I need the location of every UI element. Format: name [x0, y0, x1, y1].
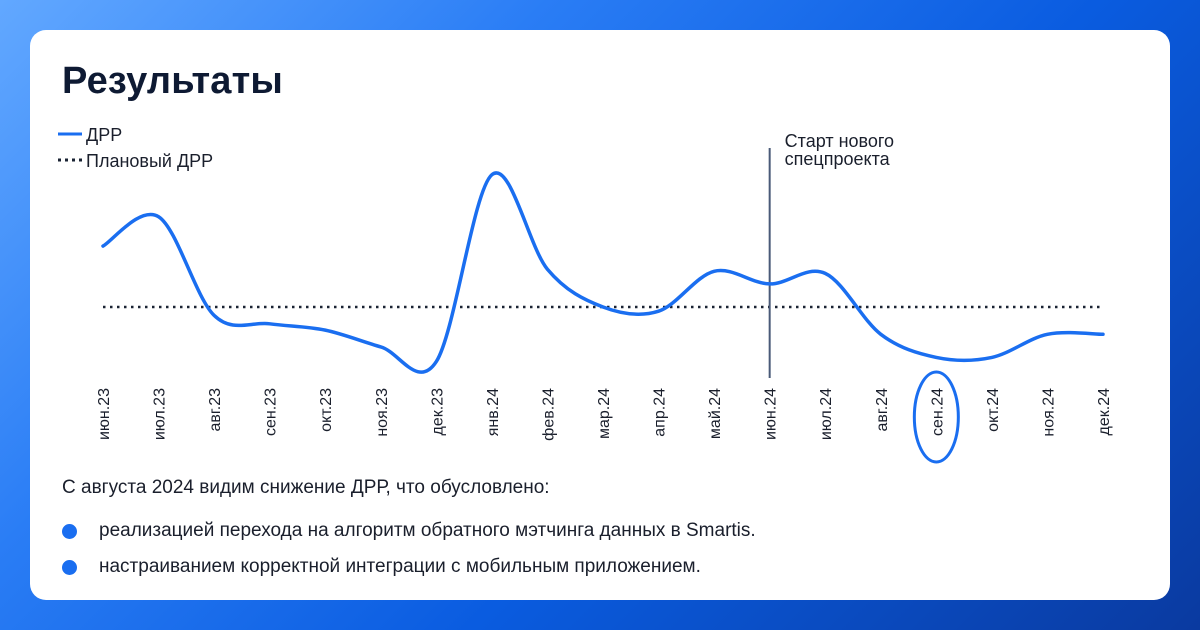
legend-drr-label: ДРР [86, 125, 122, 145]
x-tick-label: авг.23 [207, 388, 224, 432]
summary-text: С августа 2024 видим снижение ДРР, что о… [62, 477, 550, 498]
x-tick-label: ноя.24 [1040, 388, 1057, 437]
bullet-dot-icon [62, 560, 77, 575]
reason-item: реализацией перехода на алгоритм обратно… [62, 520, 756, 556]
reason-text: реализацией перехода на алгоритм обратно… [99, 520, 756, 541]
annotation-line-1: Старт нового [785, 131, 894, 151]
x-tick-label: мар.24 [596, 388, 613, 439]
bullet-dot-icon [62, 524, 77, 539]
project-start-annotation: Старт нового спецпроекта [785, 131, 899, 169]
x-tick-label: сен.24 [929, 388, 946, 436]
x-tick-label: апр.24 [652, 388, 669, 437]
drr-series-line [101, 171, 1105, 374]
results-card: Результаты ДРР Плановый ДРР Старт нового… [30, 30, 1170, 600]
reasons-list: реализацией перехода на алгоритм обратно… [62, 520, 756, 592]
x-tick-label: ноя.23 [374, 388, 391, 437]
reason-text: настраиванием корректной интеграции с мо… [99, 556, 701, 577]
legend-plan-label: Плановый ДРР [86, 151, 213, 171]
highlight-circle [912, 370, 960, 464]
x-tick-label: июл.23 [152, 388, 169, 440]
x-tick-label: сен.23 [263, 388, 280, 436]
x-tick-label: окт.23 [318, 388, 335, 432]
x-tick-label: июн.23 [96, 388, 113, 440]
x-tick-label: янв.24 [485, 388, 502, 436]
x-tick-label: дек.24 [1096, 388, 1113, 436]
annotation-line-2: спецпроекта [785, 149, 891, 169]
reason-item: настраиванием корректной интеграции с мо… [62, 556, 756, 592]
x-tick-label: авг.24 [874, 388, 891, 432]
chart-legend: ДРР Плановый ДРР [58, 125, 213, 171]
drr-line-chart: ДРР Плановый ДРР Старт нового спецпроект… [58, 125, 1113, 464]
x-axis-tick-labels: июн.23 июл.23 авг.23 сен.23 окт.23 ноя.23 дек.… [96, 388, 1113, 441]
page-title: Результаты [62, 60, 284, 102]
x-tick-label: фев.24 [540, 388, 557, 441]
x-tick-label: дек.23 [429, 388, 446, 436]
x-tick-label: май.24 [707, 388, 724, 439]
x-tick-label: окт.24 [985, 388, 1002, 432]
x-tick-label: июл.24 [818, 388, 835, 440]
x-tick-label: июн.24 [763, 388, 780, 440]
